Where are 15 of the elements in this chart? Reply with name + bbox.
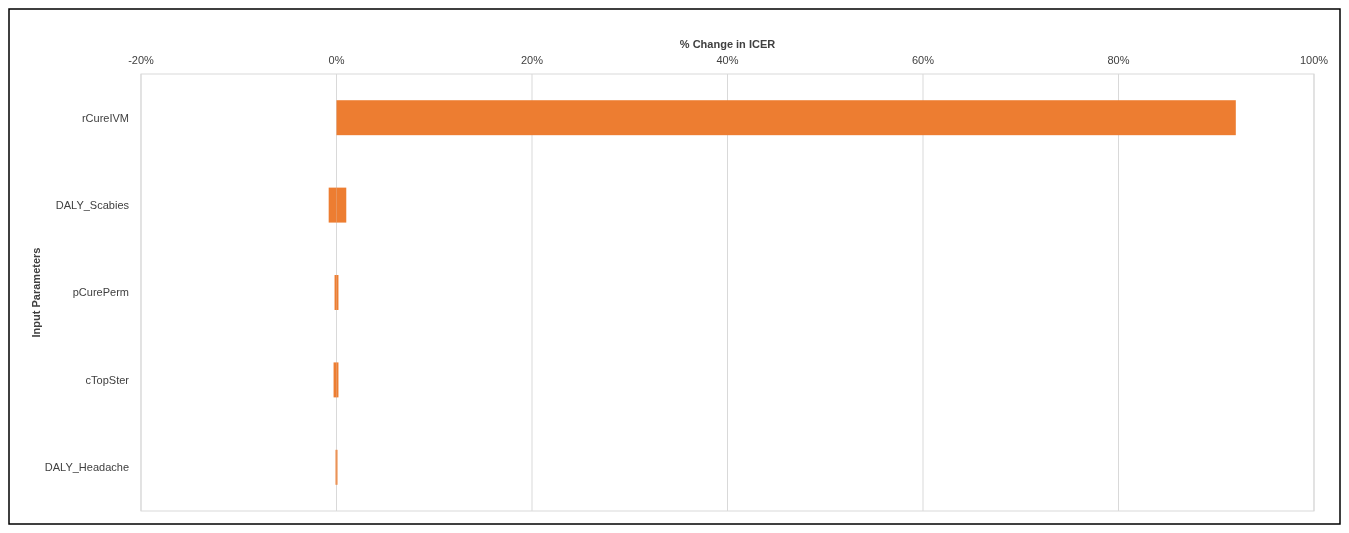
y-tick-label: cTopSter: [85, 373, 130, 386]
x-tick-label: 20%: [520, 54, 544, 66]
y-tick-label: rCureIVM: [81, 111, 129, 124]
x-axis-title: % Change in ICER: [679, 38, 776, 50]
x-tick-label: 40%: [716, 54, 739, 66]
x-tick-label: -20%: [128, 54, 155, 66]
y-axis-title: Input Parameters: [30, 247, 42, 338]
y-tick-label: DALY_Headache: [44, 461, 129, 474]
bar: [336, 100, 1236, 136]
x-tick-label: 60%: [911, 54, 935, 66]
y-tick-label: DALY_Scabies: [55, 198, 130, 211]
x-tick-label: 100%: [1299, 54, 1329, 66]
y-tick-label: pCurePerm: [72, 286, 129, 299]
x-tick-label: 0%: [328, 54, 345, 66]
x-tick-label: 80%: [1107, 54, 1130, 66]
